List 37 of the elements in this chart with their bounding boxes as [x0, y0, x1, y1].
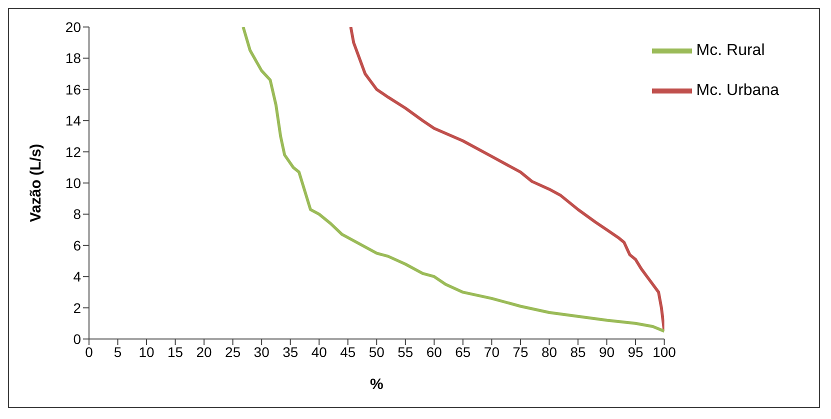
x-tick-label: 35	[282, 344, 298, 360]
x-tick-label: 95	[628, 344, 644, 360]
x-tick-label: 50	[368, 344, 385, 360]
y-tick-label: 18	[65, 50, 82, 66]
x-tick-label: 80	[541, 344, 558, 360]
y-tick-label: 10	[65, 174, 82, 191]
y-tick-label: 20	[65, 18, 82, 35]
x-tick-label: 100	[652, 344, 676, 360]
x-tick-label: 45	[340, 344, 356, 360]
x-tick-label: 55	[398, 344, 414, 360]
x-tick-label: 90	[598, 344, 615, 360]
legend-label: Mc. Urbana	[696, 82, 779, 100]
line-series	[242, 27, 664, 333]
x-tick-label: 65	[455, 344, 471, 360]
y-tick-label: 0	[73, 330, 82, 347]
x-tick-label: 25	[225, 344, 241, 360]
legend-label: Mc. Rural	[696, 42, 765, 60]
y-tick-label: 6	[73, 237, 82, 254]
x-tick-label: 0	[85, 344, 94, 360]
y-tick-label: 16	[65, 81, 82, 98]
x-tick-label: 10	[138, 344, 155, 360]
y-tick-label: 2	[73, 300, 82, 316]
y-tick-label: 14	[65, 112, 82, 129]
x-tick-label: 5	[114, 344, 122, 360]
x-tick-label: 15	[168, 344, 184, 360]
x-tick-label: 60	[426, 344, 442, 360]
y-tick-label: 12	[65, 144, 82, 160]
y-axis-title: Vazão (L/s)	[27, 144, 44, 222]
y-tick-label: 8	[73, 206, 82, 222]
x-tick-label: 30	[254, 344, 270, 360]
x-tick-label: 85	[570, 344, 586, 360]
x-axis-title: %	[370, 376, 384, 393]
x-tick-label: 75	[512, 344, 528, 360]
x-tick-label: 20	[196, 344, 212, 360]
y-tick-label: 4	[73, 268, 82, 285]
x-tick-label: 40	[311, 344, 328, 360]
x-tick-label: 70	[484, 344, 500, 360]
